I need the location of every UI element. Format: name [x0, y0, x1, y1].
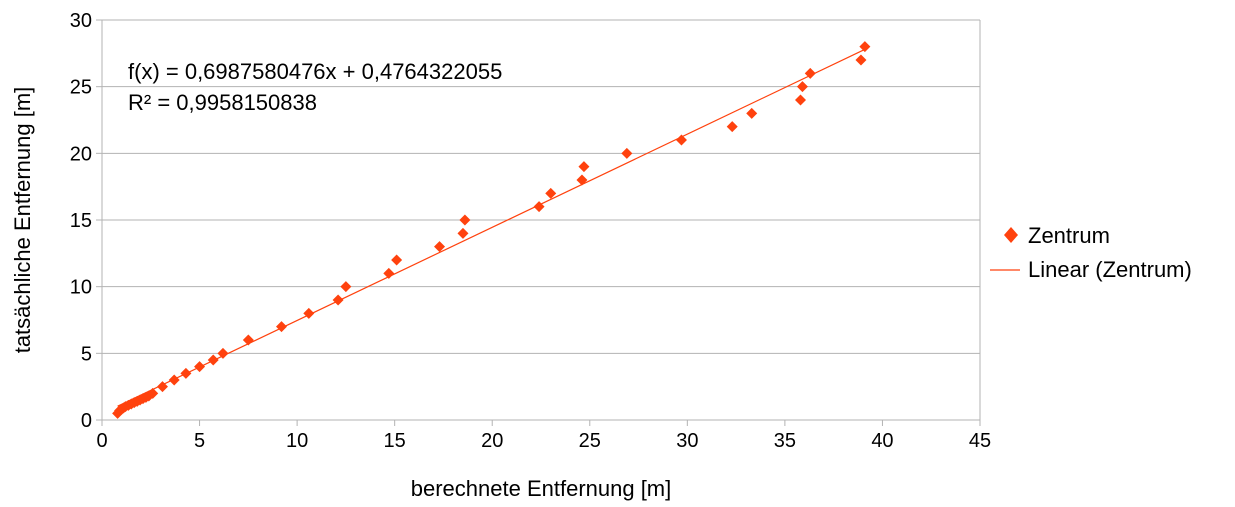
- data-point: [168, 374, 180, 386]
- x-tick-label: 5: [194, 430, 205, 452]
- x-tick-label: 0: [96, 430, 107, 452]
- data-point: [156, 381, 168, 393]
- data-point: [457, 227, 469, 239]
- data-point: [859, 41, 871, 53]
- data-point: [796, 81, 808, 93]
- data-points: [112, 41, 871, 419]
- x-tick-label: 35: [774, 430, 796, 452]
- data-point: [194, 361, 206, 373]
- y-tick-label: 5: [81, 343, 92, 365]
- y-tick-label: 15: [70, 210, 92, 232]
- legend-marker-diamond: [1004, 227, 1018, 243]
- y-tick-label: 25: [70, 77, 92, 99]
- data-point: [621, 147, 633, 159]
- data-point: [180, 367, 192, 379]
- data-point: [578, 161, 590, 173]
- data-point: [545, 187, 557, 199]
- y-axis-label: tatsächliche Entfernung [m]: [10, 87, 35, 354]
- data-point: [276, 321, 288, 333]
- trendline: [117, 47, 868, 407]
- x-tick-label: 25: [579, 430, 601, 452]
- x-tick-label: 40: [871, 430, 893, 452]
- trendline-group: [117, 47, 868, 407]
- x-tick-label: 10: [286, 430, 308, 452]
- legend: Zentrum Linear (Zentrum): [990, 223, 1192, 282]
- x-tick-label: 20: [481, 430, 503, 452]
- y-tick-label: 0: [81, 410, 92, 432]
- data-point: [459, 214, 471, 226]
- data-point: [533, 201, 545, 213]
- data-point: [675, 134, 687, 146]
- data-point: [726, 121, 738, 133]
- grid-lines: [102, 19, 980, 421]
- data-point: [804, 67, 816, 79]
- y-tick-label: 30: [70, 10, 92, 32]
- y-tick-labels: 0 5 10 15 20 25 30: [70, 10, 92, 432]
- legend-label-line: Linear (Zentrum): [1028, 257, 1192, 282]
- data-point: [340, 281, 352, 293]
- data-point: [434, 241, 446, 253]
- x-tick-labels: 0 5 10 15 20 25 30 35 40 45: [96, 430, 991, 452]
- data-point: [391, 254, 403, 266]
- data-point: [217, 347, 229, 359]
- x-tick-label: 45: [969, 430, 991, 452]
- data-point: [303, 307, 315, 319]
- data-point: [332, 294, 344, 306]
- axes: [96, 19, 981, 426]
- y-tick-label: 10: [70, 277, 92, 299]
- data-point: [576, 174, 588, 186]
- y-tick-label: 20: [70, 143, 92, 165]
- data-point: [147, 387, 159, 399]
- data-point: [242, 334, 254, 346]
- regression-equation: f(x) = 0,6987580476x + 0,4764322055: [128, 59, 502, 84]
- data-point: [207, 354, 219, 366]
- r-squared-label: R² = 0,9958150838: [128, 90, 317, 115]
- x-axis-label: berechnete Entfernung [m]: [411, 476, 672, 501]
- data-point: [383, 267, 395, 279]
- data-point: [855, 54, 867, 66]
- data-point: [746, 107, 758, 119]
- x-tick-label: 30: [676, 430, 698, 452]
- data-point: [794, 94, 806, 106]
- legend-label-points: Zentrum: [1028, 223, 1110, 248]
- x-tick-label: 15: [384, 430, 406, 452]
